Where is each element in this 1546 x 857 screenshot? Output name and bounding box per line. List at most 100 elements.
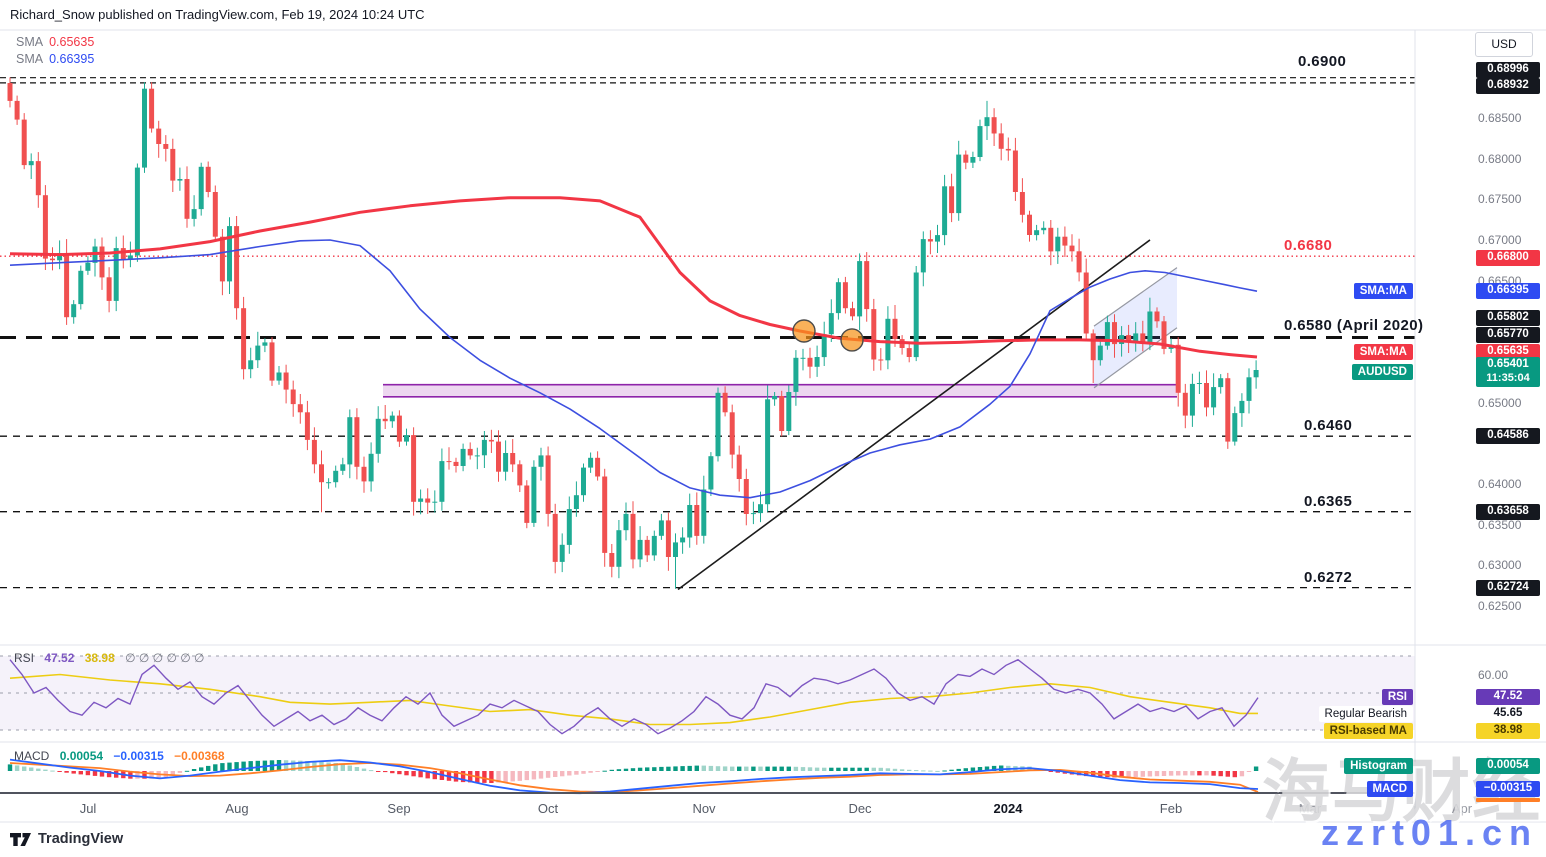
sma-legend-2[interactable]: SMA 0.66395 xyxy=(16,52,94,66)
candle xyxy=(1147,311,1153,343)
macd-histogram-bar xyxy=(397,771,402,775)
macd-histogram-bar xyxy=(1105,771,1110,778)
macd-histogram-bar xyxy=(22,766,27,771)
price-axis-badge[interactable]: 0.68932 xyxy=(1476,78,1540,94)
macd-signal-line xyxy=(9,762,1259,794)
rsi-based-ma-tag: RSI-based MA xyxy=(1323,723,1413,739)
macd-histogram-bar xyxy=(708,765,714,771)
candle xyxy=(1104,322,1110,346)
price-tick: 0.68500 xyxy=(1478,111,1522,125)
candle xyxy=(1019,192,1025,215)
macd-histogram-bar xyxy=(64,771,69,773)
currency-toggle-button[interactable]: USD xyxy=(1475,32,1533,57)
time-axis-label-nov[interactable]: Nov xyxy=(692,801,716,816)
histogram-axis-badge[interactable]: 0.00054 xyxy=(1476,758,1540,774)
candle xyxy=(1239,400,1245,414)
macd-histogram-bar xyxy=(149,771,154,779)
audusd-axis-badge[interactable]: 0.65401 11:35:04 xyxy=(1476,357,1540,387)
candle xyxy=(942,186,948,236)
macd-histogram-bar xyxy=(170,771,175,775)
candle xyxy=(1161,321,1167,349)
macd-axis-badge[interactable]: −0.00315 xyxy=(1476,781,1540,797)
regular-bearish-axis-badge[interactable]: 45.65 xyxy=(1476,706,1540,722)
macd-histogram-bar xyxy=(864,767,869,771)
macd-histogram-bar xyxy=(1119,771,1124,778)
macd-histogram-bar xyxy=(191,769,197,771)
macd-histogram-bar xyxy=(545,771,551,778)
tradingview-logo[interactable]: TradingView xyxy=(10,831,123,847)
time-axis-label-oct[interactable]: Oct xyxy=(537,801,559,816)
candle xyxy=(658,520,664,536)
candle xyxy=(1211,387,1217,408)
candle xyxy=(715,392,721,457)
candle xyxy=(694,505,700,536)
candle xyxy=(453,461,459,466)
price-tick: 0.62500 xyxy=(1478,599,1522,613)
candle xyxy=(14,100,20,120)
time-axis-label-jul[interactable]: Jul xyxy=(79,801,97,816)
candle xyxy=(1189,383,1195,416)
rsi-based-ma-axis-badge[interactable]: 38.98 xyxy=(1476,723,1540,739)
candle xyxy=(588,457,594,468)
macd-histogram-bar xyxy=(255,760,260,771)
candle xyxy=(595,457,601,477)
price-axis-badge[interactable]: 0.65802 xyxy=(1476,310,1540,326)
time-axis-label-aug[interactable]: Aug xyxy=(225,801,249,816)
time-axis-label-apr[interactable]: Apr xyxy=(1451,801,1473,816)
candle xyxy=(446,461,452,463)
rsi-indicator-row[interactable]: RSI 47.52 38.98 ∅ ∅ ∅ ∅ ∅ ∅ xyxy=(14,651,205,665)
candle xyxy=(227,226,232,282)
macd-histogram-bar xyxy=(737,766,742,771)
macd-histogram-bar xyxy=(1246,771,1252,772)
candle xyxy=(333,470,339,483)
macd-histogram-bar xyxy=(1225,771,1230,777)
macd-histogram-bar xyxy=(1133,771,1138,777)
candle xyxy=(283,372,289,390)
macd-histogram-bar xyxy=(78,771,83,775)
price-axis-badge[interactable]: 0.65770 xyxy=(1476,327,1540,343)
macd-histogram-bar xyxy=(949,769,954,771)
macd-histogram-bar xyxy=(1112,771,1117,778)
time-axis-label-mar[interactable]: Mar xyxy=(1298,801,1322,816)
macd-histogram-bar xyxy=(666,766,671,771)
sma-ma-axis-badge[interactable]: 0.65635 xyxy=(1476,344,1540,360)
candle xyxy=(1204,383,1209,408)
candle xyxy=(871,309,877,360)
macd-histogram-bar xyxy=(368,770,374,772)
price-tick: 0.63500 xyxy=(1478,518,1522,532)
candle xyxy=(262,342,268,346)
macd-histogram-bar xyxy=(914,770,919,772)
macd-histogram-bar xyxy=(588,771,593,773)
macd-histogram-bar xyxy=(822,767,827,771)
macd-indicator-row[interactable]: MACD 0.00054 −0.00315 −0.00368 xyxy=(14,749,225,763)
candle xyxy=(1005,148,1011,151)
price-axis-badge[interactable]: 0.68996 xyxy=(1476,62,1540,78)
candle xyxy=(234,226,240,309)
price-axis-badge[interactable]: 0.64586 xyxy=(1476,428,1540,444)
candle xyxy=(198,166,204,210)
price-axis-badge[interactable]: 0.62724 xyxy=(1476,580,1540,596)
time-axis-label-2024[interactable]: 2024 xyxy=(993,801,1023,816)
candle xyxy=(517,464,523,486)
sma-ma-axis-badge[interactable]: 0.66395 xyxy=(1476,283,1540,299)
price-axis-badge[interactable]: 0.63658 xyxy=(1476,504,1540,520)
sma-ma-tag: SMA:MA xyxy=(1353,344,1413,360)
price-axis-badge[interactable]: 0.66800 xyxy=(1476,250,1540,266)
macd-histogram-bar xyxy=(1154,771,1160,777)
time-axis-label-feb[interactable]: Feb xyxy=(1159,801,1183,816)
macd-histogram-bar xyxy=(843,767,848,771)
sma-legend-1[interactable]: SMA 0.65635 xyxy=(16,35,94,49)
time-axis-label-dec[interactable]: Dec xyxy=(848,801,872,816)
macd-histogram-bar xyxy=(772,766,777,771)
rsi-axis-badge[interactable]: 47.52 xyxy=(1476,689,1540,705)
time-axis-label-sep[interactable]: Sep xyxy=(387,801,411,816)
candle xyxy=(71,304,77,318)
macd-histogram-bar xyxy=(850,767,855,771)
candle xyxy=(885,318,891,361)
level-label: 0.6680 xyxy=(1284,237,1333,254)
macd-histogram-bar xyxy=(574,771,579,775)
macd-histogram-bar xyxy=(935,770,940,772)
price-tick: 0.65000 xyxy=(1478,396,1522,410)
macd-histogram-bar xyxy=(404,771,409,776)
